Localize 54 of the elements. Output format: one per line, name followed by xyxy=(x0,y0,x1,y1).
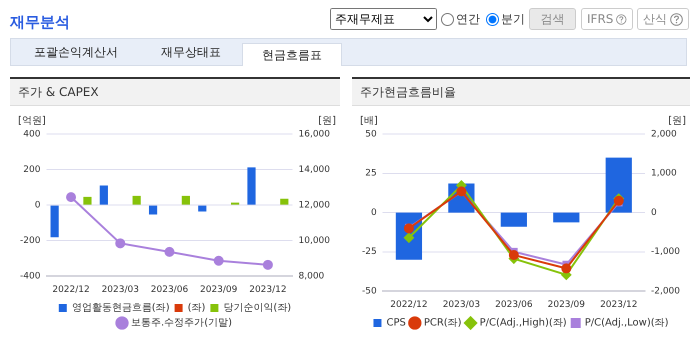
y2-tick-label: 12,000 xyxy=(298,200,330,210)
y-axis-title: [배] xyxy=(360,116,378,127)
y2-tick-label: 14,000 xyxy=(298,164,330,175)
legend-label: PCR(좌) xyxy=(424,318,462,329)
y2-tick-label: 2,000 xyxy=(650,129,678,140)
legend-label: 보통주.수정주가(기말) xyxy=(131,318,232,329)
chart-title: 주가 & CAPEX xyxy=(10,79,340,106)
y2-tick-label: 10,000 xyxy=(298,236,330,246)
y-tick-label: 400 xyxy=(23,129,41,140)
text: 재무상태표 xyxy=(160,44,222,61)
legend-label: (좌) xyxy=(188,302,206,314)
x-tick-label: 2023/06 xyxy=(495,300,533,310)
y-axis-title: [억원] xyxy=(18,116,46,127)
y2-tick-label: 0 xyxy=(650,208,657,218)
x-tick-label: 2022/12 xyxy=(52,284,90,295)
legend-label: 영업활동현금흐름(좌) xyxy=(72,302,170,314)
text: 분기 xyxy=(501,10,525,28)
y2-tick-label: -1,000 xyxy=(650,247,680,258)
text: 주재무제표 xyxy=(330,8,437,30)
text: 포괄손익계산서 xyxy=(33,44,119,61)
x-tick-label: 2022/12 xyxy=(390,300,428,310)
x-tick-label: 2023/09 xyxy=(548,300,586,310)
y-tick-label: -25 xyxy=(362,247,377,258)
legend-label: P/C(Adj.,Low)(좌) xyxy=(584,318,669,329)
x-tick-label: 2023/12 xyxy=(600,300,638,310)
y2-tick-label: 1,000 xyxy=(650,168,678,179)
y-tick-label: 200 xyxy=(23,164,41,175)
y-tick-label: 0 xyxy=(34,200,41,210)
y-tick-label: 0 xyxy=(370,208,377,218)
x-tick-label: 2023/03 xyxy=(442,300,480,310)
y2-axis-title: [원] xyxy=(668,116,686,127)
text: 연간 xyxy=(456,10,480,28)
legend-label: P/C(Adj.,High)(좌) xyxy=(480,318,567,329)
text: 현금흐름표 xyxy=(242,43,342,66)
chart-title: 주가현금흐름비율 xyxy=(352,79,690,106)
y-tick-label: -200 xyxy=(20,236,41,246)
text: 산식 xyxy=(643,10,667,28)
legend-label: CPS xyxy=(386,318,406,329)
y-tick-label: 25 xyxy=(365,168,377,179)
x-tick-label: 2023/09 xyxy=(200,284,238,295)
y2-tick-label: 8,000 xyxy=(298,272,325,282)
x-tick-label: 2023/06 xyxy=(150,284,188,295)
y2-tick-label: -2,000 xyxy=(650,286,680,297)
y-tick-label: -400 xyxy=(20,272,41,282)
legend-label: 당기순이익(좌) xyxy=(223,302,292,314)
text: IFRS xyxy=(587,12,614,26)
y2-tick-label: 16,000 xyxy=(298,129,330,140)
y-tick-label: 50 xyxy=(365,129,377,140)
x-tick-label: 2023/12 xyxy=(249,284,287,295)
y-tick-label: -50 xyxy=(362,286,377,297)
y2-axis-title: [원] xyxy=(318,116,336,127)
text: 검색 xyxy=(529,8,576,30)
text: 재무분석 xyxy=(10,13,70,32)
x-tick-label: 2023/03 xyxy=(102,284,139,295)
